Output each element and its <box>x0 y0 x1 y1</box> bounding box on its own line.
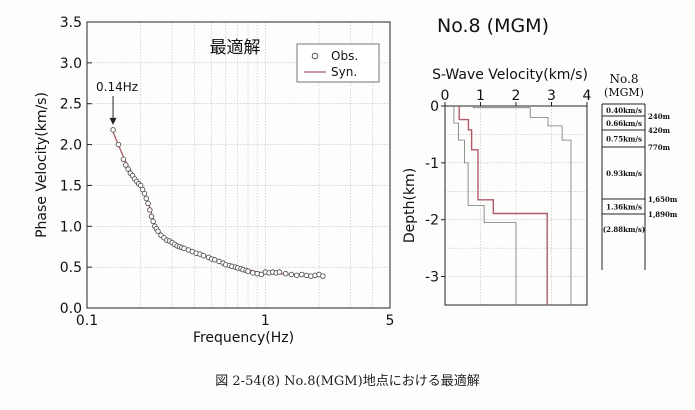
y-tick-label: 2.5 <box>60 97 82 113</box>
data-point-obs <box>110 127 116 133</box>
data-point-obs <box>282 270 289 277</box>
layer-velocity: 0.93km/s <box>606 169 642 178</box>
x-tick-label: 3 <box>547 88 556 104</box>
data-point-obs <box>276 269 283 275</box>
profile-title: S-Wave Velocity(km/s) <box>432 67 588 83</box>
layer-velocity: (2.88km/s) <box>603 225 645 234</box>
data-point-obs <box>298 271 305 278</box>
y-tick-label: 3.5 <box>60 15 82 31</box>
velocity-profile-line <box>473 106 572 305</box>
layer-table-subtitle: (MGM) <box>604 86 644 99</box>
y-tick-label: 0 <box>430 99 439 115</box>
data-point-obs <box>120 156 127 163</box>
y-axis-label: Phase Velocity(km/s) <box>34 92 50 238</box>
legend-box <box>296 43 380 83</box>
legend-marker-obs <box>311 52 319 60</box>
data-point-obs <box>143 195 150 202</box>
y-tick-label: -2 <box>425 213 439 229</box>
y-tick-label: -3 <box>425 270 439 286</box>
data-point-obs <box>155 228 161 234</box>
y-tick-label: -1 <box>425 156 439 172</box>
data-point-obs <box>125 166 131 172</box>
layer-depth: 1,650m <box>648 195 678 204</box>
layer-velocity: 0.75km/s <box>606 135 642 144</box>
data-point-obs <box>245 268 251 274</box>
plot-frame <box>86 21 391 309</box>
figure-caption: 図 2-54(8) No.8(MGM)地点における最適解 <box>215 374 480 389</box>
x-axis-label: Frequency(Hz) <box>193 330 294 346</box>
data-point-obs <box>115 141 122 148</box>
y-tick-label: 1.5 <box>60 178 82 194</box>
legend-label-syn: Syn. <box>331 65 357 79</box>
x-tick-label: 4 <box>583 88 592 104</box>
data-point-obs <box>288 271 295 278</box>
data-point-obs <box>123 162 129 168</box>
y-axis-label: Depth(km) <box>402 168 418 243</box>
x-tick-label: 1 <box>261 313 270 329</box>
data-point-obs <box>258 271 265 278</box>
annotation-arrow-head <box>109 117 117 125</box>
annotation-label: 0.14Hz <box>96 80 138 94</box>
data-point-obs <box>320 273 326 279</box>
data-point-obs <box>150 218 156 225</box>
data-point-obs <box>200 252 207 259</box>
data-point-obs <box>250 270 256 276</box>
y-tick-label: 0.5 <box>60 260 82 276</box>
y-tick-label: 2.0 <box>60 138 82 154</box>
data-point-obs <box>145 200 151 207</box>
chart-title: 最適解 <box>210 38 261 58</box>
y-tick-label: 3.0 <box>60 56 82 72</box>
x-tick-label: 0 <box>441 88 450 104</box>
data-point-obs <box>303 272 310 279</box>
right-panel-title: No.8 (MGM) <box>437 15 549 37</box>
layer-velocity: 0.40km/s <box>606 106 642 115</box>
layer-depth: 1,890m <box>648 210 678 219</box>
data-point-obs <box>141 190 148 197</box>
velocity-profile-line <box>453 106 517 305</box>
layer-velocity: 0.66km/s <box>606 119 642 128</box>
layer-velocity: 1.36km/s <box>606 203 642 212</box>
series-line-syn <box>112 132 323 276</box>
layer-depth: 420m <box>648 126 671 135</box>
y-tick-label: 1.0 <box>60 219 82 235</box>
layer-depth: 240m <box>648 112 671 121</box>
x-tick-label: 5 <box>386 313 395 329</box>
layer-depth: 770m <box>648 143 671 152</box>
velocity-profile-line <box>458 106 548 305</box>
y-tick-label: 0.0 <box>60 301 82 317</box>
legend-label-obs: Obs. <box>331 49 358 63</box>
x-tick-label: 2 <box>512 88 521 104</box>
layer-table-title: No.8 <box>610 72 639 86</box>
data-point-obs <box>148 213 155 220</box>
x-tick-label: 1 <box>476 88 485 104</box>
data-point-obs <box>293 272 300 279</box>
data-point-obs <box>147 207 153 213</box>
x-tick-label: 0.1 <box>76 313 98 329</box>
